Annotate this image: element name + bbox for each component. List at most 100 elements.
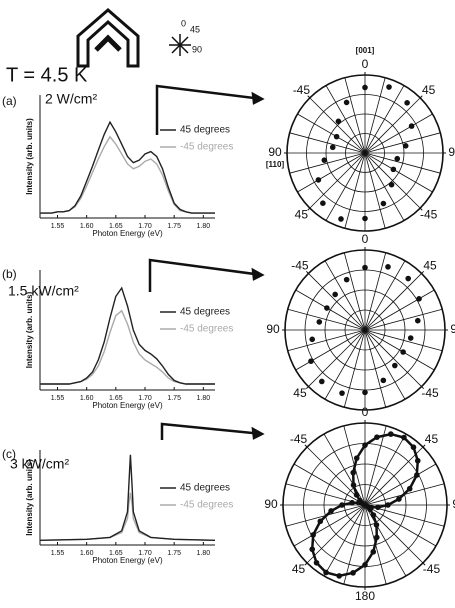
theta-tick-label: -45 xyxy=(423,562,441,576)
theta-tick xyxy=(307,207,311,211)
theta-tick-label: -45 xyxy=(293,83,311,97)
polar-point xyxy=(321,157,328,163)
orientation-label: 0 xyxy=(181,18,186,28)
polar-spoke xyxy=(364,77,386,154)
x-tick-label: 1.80 xyxy=(197,395,211,402)
legend-label: -45 degrees xyxy=(180,142,233,153)
legend-label: 45 degrees xyxy=(180,307,230,318)
polar-spoke xyxy=(364,329,387,408)
spectrum-line xyxy=(40,120,215,214)
polar-point xyxy=(386,84,392,90)
polar-point xyxy=(396,496,402,502)
legend-label: -45 degrees xyxy=(180,324,233,335)
polar-point xyxy=(308,358,314,365)
theta-tick-label: 90 xyxy=(448,145,455,159)
polar-spoke xyxy=(289,132,366,154)
polar-point xyxy=(329,144,336,151)
polar-spoke xyxy=(293,504,366,547)
polar-spoke xyxy=(287,308,366,331)
legend-label: 45 degrees xyxy=(180,125,230,136)
x-axis-label: Photon Energy (eV) xyxy=(92,401,163,410)
x-tick-label: 1.55 xyxy=(51,550,65,557)
polar-spoke xyxy=(364,97,421,154)
polar-point xyxy=(317,518,324,525)
theta-tick-label: 90 xyxy=(264,497,278,511)
spectrum-line xyxy=(40,309,215,385)
x-tick-label: 1.65 xyxy=(109,395,123,402)
polar-point xyxy=(362,215,368,222)
theta-tick-label: 45 xyxy=(422,83,436,97)
polar-point xyxy=(375,504,381,511)
polar-spoke xyxy=(364,289,435,331)
polar-spoke xyxy=(293,463,366,506)
polar-spoke xyxy=(308,273,366,331)
polar-point xyxy=(323,569,329,576)
panel-label: (c) xyxy=(2,447,16,461)
polar-point xyxy=(310,532,316,538)
polar-spoke xyxy=(325,85,366,154)
theta-tick-label: 45 xyxy=(423,259,437,273)
polar-spoke xyxy=(364,152,421,209)
theta-tick xyxy=(304,562,308,566)
spectrum-line xyxy=(39,454,216,541)
polar-spoke xyxy=(295,329,366,371)
polar-point xyxy=(406,485,413,492)
polar-point xyxy=(336,573,342,579)
theta-tick-label: 180 xyxy=(355,589,375,603)
polar-point xyxy=(350,570,356,576)
polar-spoke xyxy=(343,252,366,331)
polar-spoke xyxy=(287,329,366,352)
axis-name: [001] xyxy=(356,46,375,55)
polar-point xyxy=(319,378,325,385)
polar-point xyxy=(410,444,417,451)
theta-tick-label: -45 xyxy=(420,207,438,221)
theta-tick-label: 90 xyxy=(450,322,455,336)
polar-spoke xyxy=(364,85,405,154)
polar-spoke xyxy=(364,113,433,154)
polar-point xyxy=(350,482,357,488)
theta-tick xyxy=(304,444,308,448)
polar-spoke xyxy=(364,433,407,506)
polar-point xyxy=(385,502,391,508)
polar-spoke xyxy=(364,504,437,547)
theta-tick-label: 45 xyxy=(295,207,309,221)
polar-point xyxy=(373,522,380,528)
polar-point xyxy=(339,502,345,508)
theta-tick-label: 0 xyxy=(362,57,369,71)
polar-point xyxy=(414,472,420,478)
polar-point xyxy=(362,389,368,396)
theta-tick-label: -45 xyxy=(421,386,439,400)
polar-point xyxy=(313,559,320,566)
x-tick-label: 1.70 xyxy=(138,395,152,402)
polar-spoke xyxy=(309,152,366,209)
polar-spoke xyxy=(364,152,441,174)
polar-spoke xyxy=(324,329,366,400)
polar-point xyxy=(416,296,422,302)
polar-point xyxy=(316,319,323,325)
polar-spoke xyxy=(344,77,366,154)
theta-tick-label: 0 xyxy=(362,232,369,246)
polar-point xyxy=(320,200,326,206)
polar-point xyxy=(343,276,350,283)
polar-spoke xyxy=(306,504,366,564)
polar-point xyxy=(335,118,342,125)
polar-spoke xyxy=(364,463,437,506)
polar-spoke xyxy=(343,504,366,585)
polar-point xyxy=(401,434,407,441)
polar-spoke xyxy=(364,152,386,229)
x-tick-label: 1.65 xyxy=(109,223,123,230)
orientation-label: 90 xyxy=(192,44,202,54)
polar-point xyxy=(407,335,414,341)
polar-spoke xyxy=(364,446,424,506)
theta-tick xyxy=(422,444,426,448)
polar-point xyxy=(370,512,377,518)
polar-spoke xyxy=(364,252,387,331)
axis-name: [110] xyxy=(266,160,285,169)
theta-tick xyxy=(307,95,311,99)
polar-spoke xyxy=(364,425,387,506)
polar-spoke xyxy=(364,132,441,154)
polar-point xyxy=(373,534,380,541)
polar-point xyxy=(339,390,345,396)
theta-tick-label: 90 xyxy=(268,145,282,159)
polar-point xyxy=(414,457,421,464)
